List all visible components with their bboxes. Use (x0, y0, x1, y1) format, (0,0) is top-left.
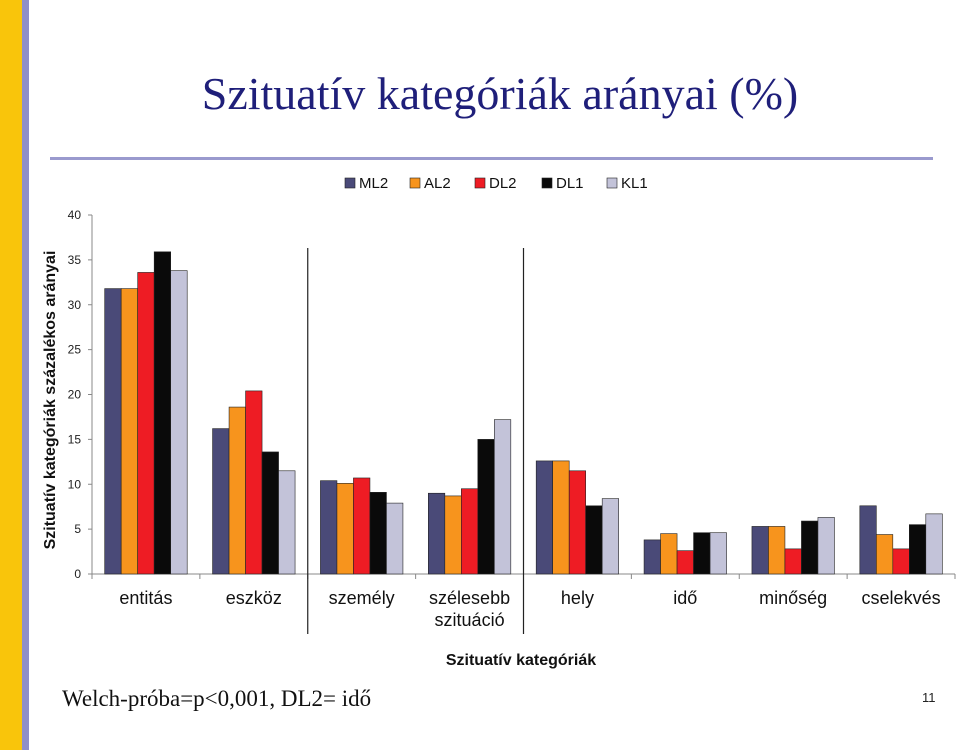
bar-ml2 (212, 428, 230, 575)
y-tick-label: 40 (68, 208, 82, 222)
bar-dl2 (353, 477, 371, 575)
legend-label-dl2: DL2 (489, 175, 517, 192)
bar-al2 (120, 288, 138, 575)
bar-dl2 (137, 272, 155, 575)
x-category-label: minőség (759, 588, 827, 608)
legend-label-ml2: ML2 (359, 175, 388, 192)
bar-dl1 (909, 524, 927, 575)
y-tick-label: 5 (74, 522, 81, 536)
bar-ml2 (320, 480, 338, 575)
bar-kl1 (386, 502, 404, 575)
x-category-label: eszköz (226, 588, 282, 608)
y-tick-label: 10 (68, 477, 82, 491)
legend-swatch-kl1 (606, 177, 618, 189)
legend-swatch-dl2 (474, 177, 486, 189)
legend-label-dl1: DL1 (556, 175, 584, 192)
bar-kl1 (925, 513, 943, 575)
bar-dl1 (369, 492, 387, 575)
bar-kl1 (817, 517, 835, 575)
bar-kl1 (278, 470, 296, 575)
bar-ml2 (859, 505, 877, 575)
legend-swatch-dl1 (541, 177, 553, 189)
bar-al2 (552, 460, 570, 575)
bar-al2 (876, 534, 894, 575)
accent-stripe-purple (22, 0, 29, 750)
slide-title: Szituatív kategóriák arányai (%) (201, 68, 799, 119)
bar-kl1 (494, 419, 512, 575)
x-category-label: entitás (119, 588, 172, 608)
page-number: 11 (922, 690, 936, 705)
bar-dl2 (676, 550, 694, 575)
bar-al2 (228, 406, 246, 575)
bar-dl2 (245, 390, 263, 575)
y-tick-label: 15 (68, 432, 82, 446)
bar-al2 (336, 483, 354, 575)
x-category-label: szituáció (435, 610, 505, 630)
bar-dl2 (784, 548, 802, 575)
bar-kl1 (170, 270, 188, 575)
bar-dl1 (585, 505, 603, 575)
bar-ml2 (643, 539, 661, 575)
bar-dl1 (801, 520, 819, 575)
bar-kl1 (709, 532, 727, 575)
bar-dl1 (261, 451, 279, 575)
y-tick-label: 30 (68, 298, 82, 312)
bar-al2 (444, 495, 462, 575)
legend-swatch-ml2 (344, 177, 356, 189)
x-category-label: cselekvés (862, 588, 941, 608)
y-tick-label: 35 (68, 253, 82, 267)
bar-dl1 (153, 251, 171, 575)
bar-ml2 (428, 492, 446, 575)
footer-note: Welch-próba=p<0,001, DL2= idő (62, 686, 372, 711)
bar-dl2 (892, 548, 910, 575)
title-divider (50, 157, 933, 160)
bar-dl2 (461, 488, 479, 575)
bar-al2 (660, 533, 678, 575)
x-category-label: idő (673, 588, 697, 608)
x-category-label: személy (329, 588, 395, 608)
accent-stripe-yellow (0, 0, 22, 750)
y-tick-label: 25 (68, 343, 82, 357)
y-tick-label: 20 (68, 388, 82, 402)
y-axis-title: Szituatív kategóriák százalékos arányai (42, 251, 59, 550)
legend-label-kl1: KL1 (621, 175, 648, 192)
y-tick-label: 0 (74, 567, 81, 581)
legend-label-al2: AL2 (424, 175, 451, 192)
bar-ml2 (104, 288, 122, 575)
legend-swatch-al2 (409, 177, 421, 189)
bar-dl1 (477, 439, 495, 575)
bar-dl1 (693, 532, 711, 575)
x-category-label: szélesebb (429, 588, 510, 608)
bar-dl2 (568, 470, 586, 575)
x-axis-title: Szituatív kategóriák (446, 652, 596, 669)
bar-kl1 (601, 498, 619, 575)
bar-ml2 (535, 460, 553, 575)
bar-ml2 (751, 526, 769, 575)
bar-al2 (768, 526, 786, 575)
x-category-label: hely (561, 588, 594, 608)
